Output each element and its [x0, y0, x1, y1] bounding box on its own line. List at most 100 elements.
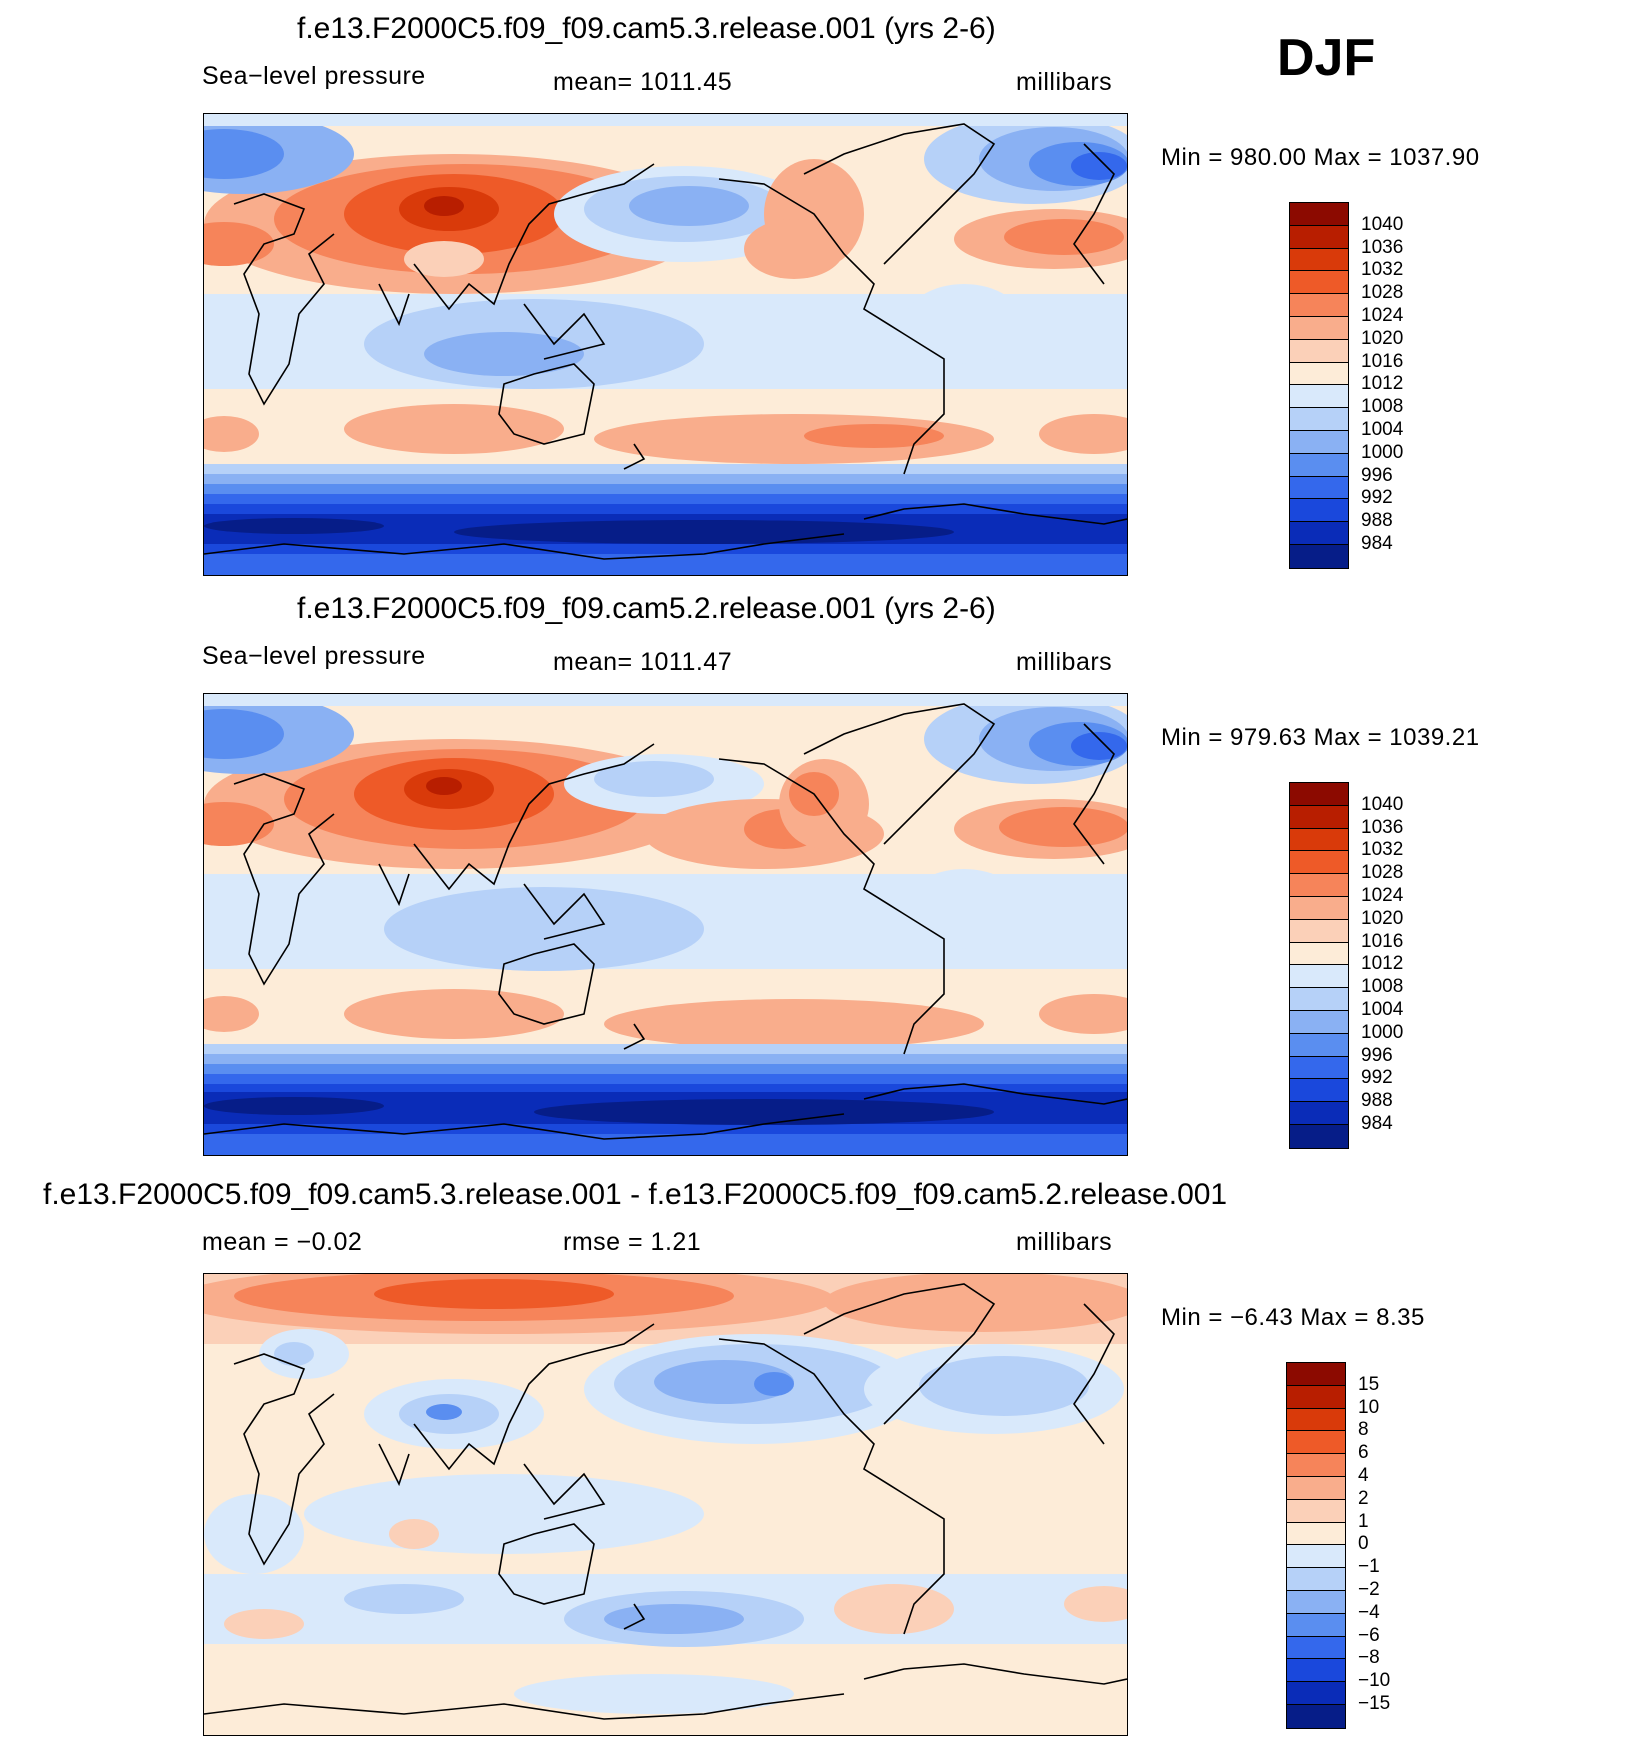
colorbar-tick-label: 4	[1358, 1465, 1369, 1486]
panel-2-map	[203, 693, 1128, 1156]
colorbar-tick-label: 1016	[1361, 930, 1404, 952]
colorbar-tick-label: 988	[1361, 1090, 1393, 1112]
colorbar-swatch	[1287, 1704, 1345, 1728]
colorbar-swatch	[1290, 1033, 1348, 1057]
colorbar-tick-label: 1036	[1361, 816, 1404, 838]
colorbar-tick-label: 1012	[1361, 953, 1404, 975]
colorbar-swatch	[1290, 294, 1348, 317]
colorbar-tick-label: 1000	[1361, 1021, 1404, 1043]
panel-1-minmax: Min = 980.00 Max = 1037.90	[1161, 144, 1480, 171]
colorbar-swatch	[1287, 1499, 1345, 1523]
colorbar-tick-label: 984	[1361, 1113, 1393, 1134]
colorbar-swatch	[1290, 1056, 1348, 1080]
colorbar-tick-label: 1020	[1361, 327, 1404, 349]
colorbar-swatch	[1290, 1079, 1348, 1103]
panel-1-units-label: millibars	[1016, 68, 1113, 96]
colorbar-swatch	[1290, 499, 1348, 523]
colorbar-swatch	[1290, 965, 1348, 989]
panel-1-title: f.e13.F2000C5.f09_f09.cam5.3.release.001…	[297, 12, 996, 45]
colorbar-swatch	[1290, 874, 1348, 897]
colorbar-tick-label: −15	[1358, 1693, 1391, 1714]
colorbar-swatch	[1290, 1102, 1348, 1125]
colorbar-tick-label: −4	[1358, 1601, 1380, 1623]
colorbar-swatch	[1290, 476, 1348, 500]
colorbar-swatch	[1287, 1385, 1345, 1409]
colorbar-tick-label: 992	[1361, 1067, 1393, 1089]
colorbar-swatch	[1290, 408, 1348, 431]
colorbar-tick-label: 0	[1358, 1533, 1369, 1555]
colorbar-tick-label: 1028	[1361, 862, 1404, 884]
panel-2-mean-label: mean= 1011.47	[553, 648, 733, 676]
colorbar-tick-label: 1024	[1361, 885, 1404, 906]
colorbar-swatch	[1287, 1636, 1345, 1660]
colorbar-tick-label: 1	[1358, 1510, 1369, 1532]
panel-1-variable-label: Sea−level pressure	[202, 62, 426, 90]
colorbar-swatch	[1290, 783, 1348, 806]
colorbar-swatch	[1287, 1363, 1345, 1386]
colorbar-swatch	[1290, 805, 1348, 829]
colorbar-swatch	[1287, 1408, 1345, 1432]
colorbar-tick-label: −8	[1358, 1647, 1380, 1669]
colorbar-tick-label: −1	[1358, 1556, 1380, 1578]
season-label: DJF	[1277, 29, 1376, 87]
colorbar-tick-label: 2	[1358, 1487, 1369, 1509]
colorbar-tick-label: 1012	[1361, 373, 1404, 395]
colorbar-tick-label: 1008	[1361, 976, 1404, 998]
colorbar-tick-label: 1008	[1361, 396, 1404, 418]
colorbar-swatch	[1287, 1545, 1345, 1569]
colorbar-swatch	[1287, 1659, 1345, 1683]
colorbar-swatch	[1287, 1682, 1345, 1705]
colorbar-tick-label: 1036	[1361, 236, 1404, 258]
colorbar-tick-label: 988	[1361, 510, 1393, 532]
colorbar-tick-label: 8	[1358, 1419, 1369, 1441]
panel-3-title: f.e13.F2000C5.f09_f09.cam5.3.release.001…	[43, 1178, 1228, 1211]
colorbar-tick-label: 1032	[1361, 839, 1404, 861]
colorbar-swatch	[1287, 1431, 1345, 1455]
colorbar-tick-label: 1004	[1361, 419, 1404, 440]
colorbar-swatch	[1290, 522, 1348, 545]
colorbar-tick-label: 996	[1361, 464, 1393, 486]
colorbar-swatch	[1290, 339, 1348, 363]
colorbar-tick-label: 1020	[1361, 907, 1404, 929]
colorbar-swatch	[1290, 248, 1348, 272]
colorbar-swatch	[1290, 851, 1348, 875]
colorbar-swatch	[1290, 919, 1348, 943]
colorbar-swatch	[1290, 544, 1348, 568]
colorbar-tick-label: 996	[1361, 1044, 1393, 1066]
colorbar-swatch	[1290, 1010, 1348, 1034]
panel-2-title: f.e13.F2000C5.f09_f09.cam5.2.release.001…	[297, 592, 996, 625]
panel-3-mean-label: mean = −0.02	[202, 1228, 363, 1256]
panel-1-colorbar	[1289, 202, 1349, 569]
colorbar-tick-label: −10	[1358, 1670, 1391, 1692]
colorbar-tick-label: 15	[1358, 1373, 1380, 1395]
panel-2-contour-field	[204, 694, 1127, 1155]
colorbar-swatch	[1287, 1613, 1345, 1637]
colorbar-swatch	[1290, 453, 1348, 477]
panel-2-variable-label: Sea−level pressure	[202, 642, 426, 670]
panel-2-colorbar	[1289, 782, 1349, 1149]
colorbar-tick-label: 1040	[1361, 213, 1404, 235]
panel-1-contour-field	[204, 114, 1127, 575]
panel-1-map	[203, 113, 1128, 576]
colorbar-swatch	[1290, 828, 1348, 852]
colorbar-swatch	[1290, 430, 1348, 454]
colorbar-tick-label: 1028	[1361, 282, 1404, 304]
colorbar-tick-label: 1000	[1361, 441, 1404, 463]
colorbar-swatch	[1290, 988, 1348, 1011]
colorbar-swatch	[1290, 225, 1348, 249]
colorbar-swatch	[1290, 362, 1348, 386]
colorbar-tick-label: 1040	[1361, 793, 1404, 815]
colorbar-swatch	[1287, 1476, 1345, 1500]
panel-1-mean-label: mean= 1011.45	[553, 68, 733, 96]
panel-3-units-label: millibars	[1016, 1228, 1113, 1256]
panel-2-units-label: millibars	[1016, 648, 1113, 676]
colorbar-swatch	[1290, 896, 1348, 920]
colorbar-swatch	[1287, 1522, 1345, 1546]
colorbar-tick-label: 1004	[1361, 999, 1404, 1020]
colorbar-swatch	[1287, 1454, 1345, 1477]
colorbar-tick-label: −6	[1358, 1624, 1380, 1646]
colorbar-tick-label: 992	[1361, 487, 1393, 509]
colorbar-tick-label: 984	[1361, 533, 1393, 554]
colorbar-swatch	[1290, 203, 1348, 226]
panel-3-minmax: Min = −6.43 Max = 8.35	[1161, 1304, 1425, 1331]
